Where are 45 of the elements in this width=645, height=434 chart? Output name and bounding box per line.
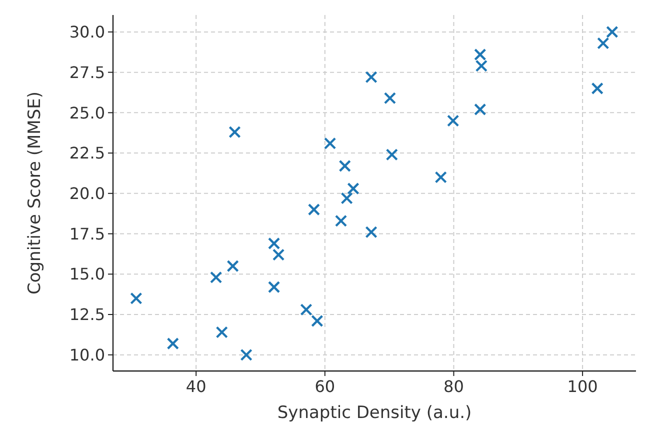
y-tick-label: 17.5 — [69, 224, 105, 244]
point — [228, 126, 241, 138]
point — [591, 82, 604, 95]
point — [597, 37, 610, 50]
y-tick-label: 15.0 — [69, 264, 105, 284]
point — [347, 182, 360, 195]
point — [300, 304, 312, 316]
point — [606, 26, 618, 38]
y-axis-title: Cognitive Score (MMSE) — [25, 91, 45, 295]
point — [166, 337, 179, 350]
point — [226, 260, 239, 272]
point — [384, 92, 396, 104]
point — [210, 271, 222, 284]
y-tick-label: 30.0 — [69, 22, 105, 42]
x-tick-label: 40 — [186, 377, 206, 396]
y-tick-label: 27.5 — [69, 62, 105, 82]
point — [130, 292, 142, 304]
point — [268, 280, 280, 294]
point — [308, 203, 320, 216]
x-tick-label: 80 — [444, 377, 464, 396]
point — [434, 171, 447, 184]
point — [474, 48, 486, 61]
point — [386, 148, 398, 161]
point — [311, 314, 324, 328]
point — [334, 214, 348, 227]
point — [240, 348, 252, 361]
point — [365, 226, 378, 238]
x-axis-title: Synaptic Density (a.u.) — [277, 403, 472, 423]
point — [268, 237, 280, 250]
x-tick-label: 60 — [314, 377, 336, 396]
point — [338, 160, 351, 172]
point — [446, 114, 460, 127]
point — [216, 326, 228, 338]
point — [475, 60, 488, 72]
y-tick-label: 20.0 — [69, 184, 105, 204]
point — [272, 248, 285, 261]
point — [365, 71, 378, 84]
y-tick-label: 12.5 — [69, 305, 105, 324]
point — [340, 192, 353, 204]
point — [324, 137, 336, 150]
y-tick-label: 25.0 — [69, 103, 105, 122]
point — [474, 103, 486, 116]
y-tick-label: 22.5 — [69, 144, 105, 163]
y-tick-label: 10.0 — [69, 345, 105, 364]
x-tick-label: 100 — [567, 377, 598, 396]
